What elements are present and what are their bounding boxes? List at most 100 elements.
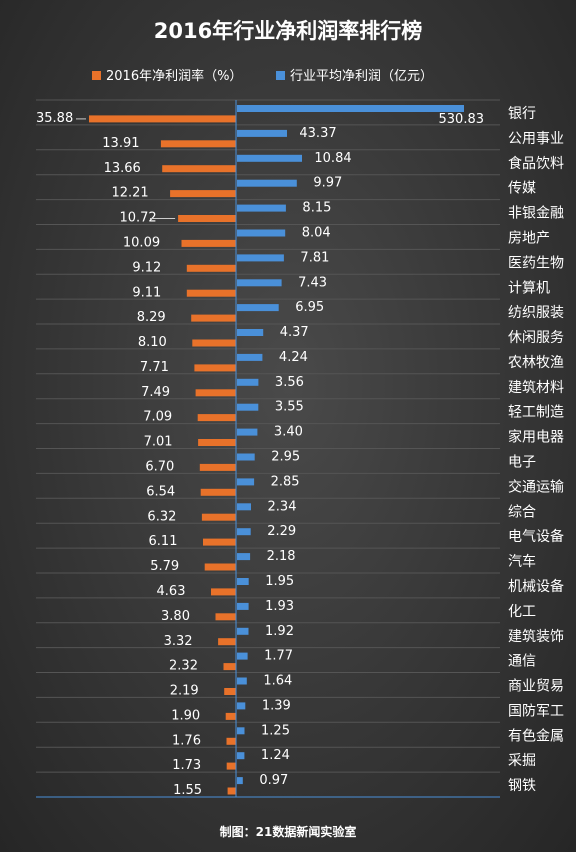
legend-swatch-profit <box>276 71 285 80</box>
profit-bar <box>237 627 249 635</box>
margin-value-label: 4.63 <box>157 584 186 599</box>
margin-bar <box>225 712 236 720</box>
profit-value-label: 2.18 <box>267 549 296 564</box>
margin-value-label: 8.10 <box>138 335 167 350</box>
margin-value-label: 8.29 <box>137 310 166 325</box>
profit-value-label: 1.25 <box>261 723 290 738</box>
profit-bar <box>237 752 245 760</box>
margin-bar <box>170 190 236 198</box>
profit-value-label: 4.24 <box>279 350 308 365</box>
legend-label-profit: 行业平均净利润（亿元） <box>290 69 433 84</box>
margin-value-label: 7.71 <box>140 360 169 375</box>
category-label: 有色金属 <box>508 727 564 744</box>
margin-value-label: 3.80 <box>161 609 190 624</box>
profit-bar <box>237 353 263 361</box>
margin-value-label: 6.70 <box>145 460 174 475</box>
margin-bar <box>89 115 236 123</box>
profit-value-label: 43.37 <box>299 126 336 141</box>
margin-bar <box>223 663 236 671</box>
margin-value-label: 13.66 <box>104 161 141 176</box>
profit-bar <box>237 129 287 137</box>
margin-value-label: 1.73 <box>172 758 201 773</box>
profit-value-label: 3.56 <box>275 375 304 390</box>
chart-title: 2016年行业净利润率排行榜 <box>154 19 422 43</box>
category-label: 公用事业 <box>508 131 564 147</box>
margin-value-label: 9.12 <box>132 260 161 275</box>
category-label: 休闲服务 <box>508 330 564 346</box>
category-label: 商业贸易 <box>508 679 564 695</box>
profit-bar <box>237 378 259 386</box>
profit-bar <box>237 702 246 710</box>
category-label: 银行 <box>508 106 536 122</box>
category-label: 医药生物 <box>508 255 564 271</box>
margin-bar <box>227 787 236 795</box>
profit-bar <box>237 254 284 262</box>
margin-bar <box>197 414 236 422</box>
margin-bar <box>198 439 236 446</box>
margin-bar <box>199 463 236 471</box>
category-label: 建筑装饰 <box>508 629 564 645</box>
profit-bar <box>237 503 251 511</box>
profit-bar <box>237 453 255 461</box>
profit-value-label: 1.24 <box>261 748 290 763</box>
margin-value-label: 1.55 <box>173 783 202 798</box>
category-label: 电气设备 <box>508 528 564 545</box>
margin-bar <box>203 538 236 546</box>
margin-value-label: 9.11 <box>132 285 161 300</box>
category-label: 采掘 <box>508 753 536 769</box>
category-label: 传媒 <box>508 181 536 197</box>
profit-value-label: 1.95 <box>265 574 294 589</box>
profit-bar <box>237 553 251 561</box>
bars: 530.83 35.88 银行 43.37 13.91 公用事业 10.84 13.66 食品饮… <box>36 105 564 798</box>
margin-value-label: 6.32 <box>147 509 176 524</box>
margin-bar <box>181 239 236 247</box>
margin-bar <box>226 737 236 745</box>
category-label: 食品饮料 <box>508 155 564 172</box>
profit-value-label: 3.55 <box>275 400 304 415</box>
category-label: 纺织服装 <box>508 305 564 321</box>
margin-bar <box>215 613 236 621</box>
category-label: 钢铁 <box>508 778 536 794</box>
profit-value-label: 7.81 <box>300 250 329 265</box>
margin-bar <box>211 588 236 596</box>
profit-value-label: 2.95 <box>271 450 300 465</box>
category-label: 化工 <box>508 604 536 620</box>
category-label: 家用电器 <box>508 429 564 446</box>
margin-value-label: 10.72 <box>119 211 156 226</box>
profit-value-label: 2.85 <box>271 474 300 489</box>
margin-value-label: 10.09 <box>123 236 160 251</box>
margin-bar <box>162 165 236 173</box>
margin-bar <box>218 638 236 646</box>
profit-bar <box>237 428 258 436</box>
legend-label-margin: 2016年净利润率（%） <box>106 68 242 84</box>
category-label: 综合 <box>508 504 536 520</box>
category-label: 机械设备 <box>508 578 564 595</box>
margin-value-label: 1.90 <box>171 708 200 723</box>
category-label: 农林牧渔 <box>508 355 564 371</box>
profit-value-label: 1.93 <box>265 599 294 614</box>
legend: 2016年净利润率（%） 行业平均净利润（亿元） <box>92 68 433 84</box>
legend-swatch-margin <box>92 71 101 80</box>
profit-bar <box>237 652 248 660</box>
profit-value-label: 1.92 <box>265 624 294 639</box>
profit-value-label: 2.34 <box>268 499 297 514</box>
profit-value-label: 8.04 <box>302 226 331 241</box>
margin-value-label: 3.32 <box>164 634 193 649</box>
margin-value-label: 7.09 <box>143 410 172 425</box>
profit-bar <box>237 105 464 112</box>
margin-bar <box>226 762 236 770</box>
category-label: 国防军工 <box>508 703 564 719</box>
profit-value-label: 1.64 <box>263 674 292 689</box>
profit-bar <box>237 229 286 237</box>
profit-bar <box>237 179 297 187</box>
margin-value-label: 6.11 <box>149 534 178 549</box>
margin-bar <box>192 339 236 347</box>
category-label: 轻工制造 <box>508 405 564 421</box>
margin-value-label: 35.88 <box>36 111 73 126</box>
profit-value-label: 2.29 <box>267 524 296 539</box>
profit-bar <box>237 154 302 162</box>
profit-bar <box>237 304 279 312</box>
profit-value-label: 1.77 <box>264 649 293 664</box>
